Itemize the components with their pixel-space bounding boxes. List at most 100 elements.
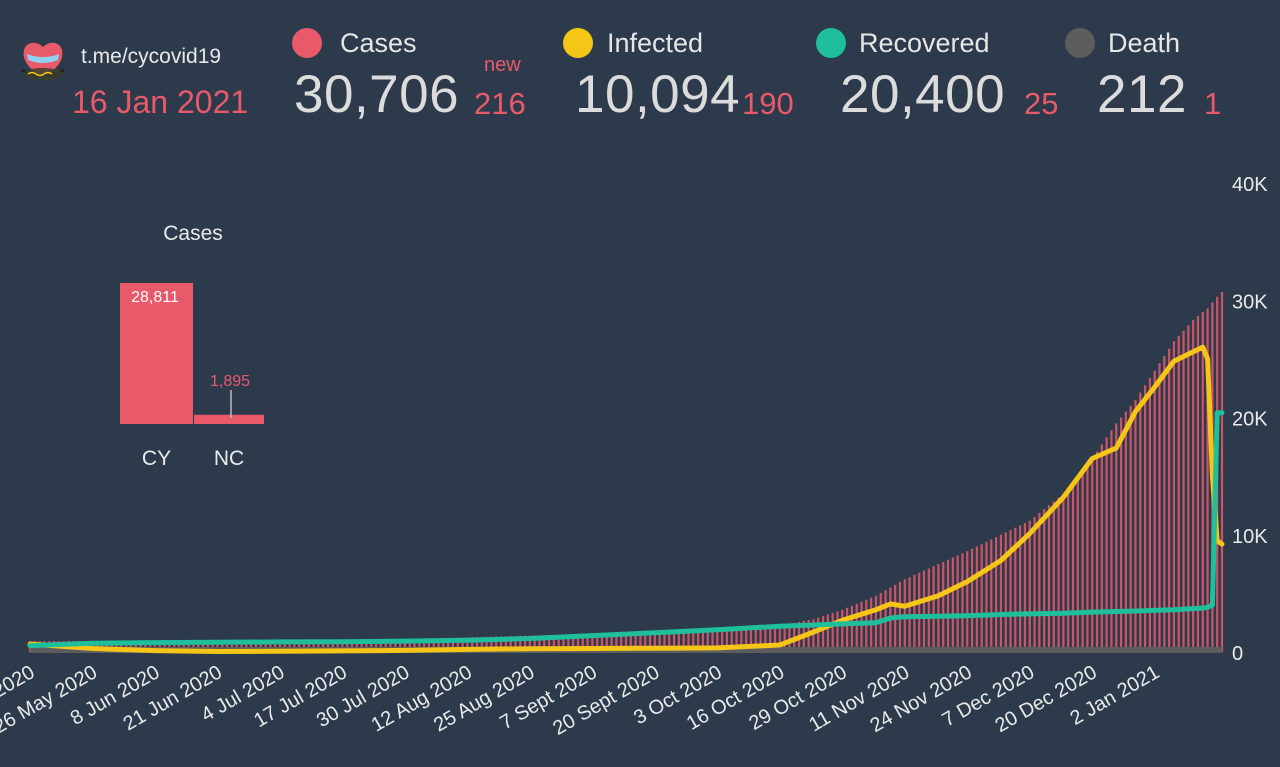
cases-bar: [749, 627, 753, 652]
cases-bar: [105, 640, 109, 652]
cases-bar: [634, 632, 637, 652]
cases-bar: [648, 632, 652, 652]
cases-bar: [173, 640, 176, 652]
cases-bar: [533, 635, 536, 652]
cases-bar: [610, 633, 613, 652]
cases-bar: [812, 619, 815, 652]
cases-bar: [946, 559, 950, 652]
cases-bar: [403, 639, 407, 652]
cases-bar: [413, 639, 416, 652]
cases-bar: [668, 631, 671, 652]
cases-bar: [499, 636, 503, 652]
cases-bar: [115, 640, 118, 652]
cases-bar: [398, 639, 402, 652]
recovered-new: 25: [1024, 86, 1059, 121]
cases-bar: [298, 640, 301, 652]
cases-bar: [730, 629, 733, 652]
new-label: new: [484, 54, 521, 76]
cases-legend-dot: [292, 28, 322, 58]
cases-bar: [240, 640, 243, 652]
cases-bar: [1091, 458, 1094, 652]
death-legend-dot: [1065, 28, 1095, 58]
cases-bar: [523, 635, 527, 652]
cases-bar: [336, 639, 339, 652]
cases-bar: [206, 640, 209, 652]
cases-bar: [307, 639, 310, 652]
cases-bar: [274, 640, 277, 652]
cases-bar: [149, 640, 152, 652]
cases-bar: [379, 639, 382, 652]
cases-bar: [745, 628, 748, 652]
cases-bar: [408, 639, 411, 652]
cases-bar: [1071, 481, 1075, 652]
inset-bar-nc: [194, 414, 264, 424]
death-new: 1: [1204, 86, 1222, 121]
cases-bar: [129, 640, 133, 652]
cases-bar: [1134, 399, 1137, 652]
cases-bar: [821, 616, 825, 652]
cases-bar: [211, 640, 214, 652]
cases-bar: [230, 640, 233, 652]
cases-bar: [418, 638, 421, 652]
cases-bar: [629, 632, 632, 652]
cases-bar: [639, 632, 642, 652]
cases-bar: [370, 639, 373, 652]
cases-bar: [1095, 451, 1099, 652]
cases-bar: [778, 625, 781, 652]
cases-bar: [677, 631, 680, 652]
cases-bar: [1187, 325, 1190, 652]
cases-bar: [528, 635, 531, 652]
cases-bar: [288, 640, 291, 652]
cases-bar: [158, 640, 161, 652]
cases-bar: [134, 640, 137, 652]
inset-bar-cy: [120, 283, 193, 424]
cases-bar: [326, 639, 330, 652]
cases-bar: [773, 625, 777, 652]
y-tick-label: 0: [1232, 643, 1243, 665]
cases-bar: [278, 640, 282, 652]
recovered-total: 20,400: [840, 65, 1006, 124]
cases-bar: [1009, 530, 1012, 652]
cases-bar: [961, 553, 964, 652]
cases-bar: [711, 630, 714, 652]
cases-bar: [427, 638, 431, 652]
cases-bar: [620, 633, 623, 652]
infected-legend-dot: [563, 28, 593, 58]
cases-bar: [951, 557, 954, 652]
source-link[interactable]: t.me/cycovid19: [81, 45, 222, 68]
cases-bar: [201, 640, 205, 652]
infected-label: Infected: [607, 28, 704, 58]
cases-bar: [576, 634, 580, 652]
y-tick-label: 40K: [1232, 174, 1268, 196]
cases-bar: [1047, 505, 1051, 652]
cases-bar: [845, 607, 849, 652]
cases-bar: [341, 639, 344, 652]
cases-bar: [259, 640, 262, 652]
infected-total: 10,094: [575, 65, 741, 124]
inset-value-label: 28,811: [131, 289, 179, 306]
cases-bar: [1163, 355, 1166, 652]
recovered-legend-dot: [816, 28, 846, 58]
inset-value-label: 1,895: [210, 373, 250, 390]
cases-bar: [302, 640, 306, 652]
cases-bar: [596, 633, 599, 652]
cases-bar: [519, 635, 522, 652]
cases-bar: [1043, 509, 1046, 652]
cases-bar: [721, 629, 724, 652]
cases-bar: [966, 551, 969, 652]
cases-bar: [591, 633, 594, 652]
cases-bar: [759, 627, 762, 652]
cases-bar: [615, 633, 618, 652]
cases-bar: [1086, 464, 1089, 652]
cases-bar: [437, 638, 440, 652]
cases-bar: [581, 634, 584, 652]
cases-bar: [480, 636, 483, 652]
cases-bar: [120, 640, 123, 652]
cases-bar: [389, 639, 392, 652]
cases-bar: [836, 611, 839, 652]
cases-bar: [442, 638, 445, 652]
cases-bar: [249, 640, 253, 652]
cases-bar: [552, 634, 556, 652]
cases-bar: [850, 605, 854, 652]
